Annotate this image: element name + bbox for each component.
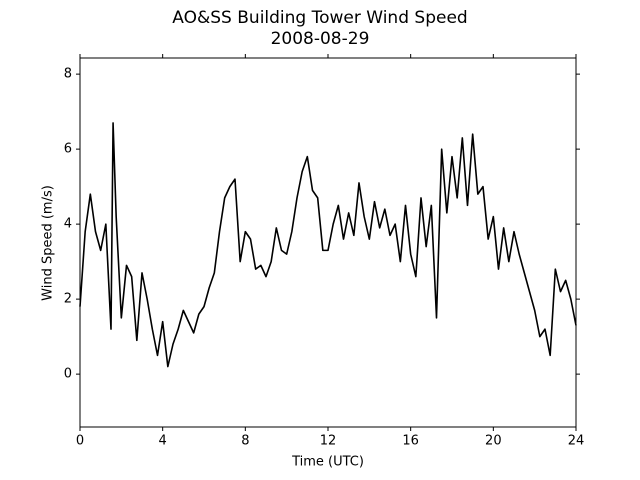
x-tick-label: 20	[485, 434, 502, 449]
y-tick-label: 8	[64, 67, 72, 82]
chart-subtitle: 2008-08-29	[271, 29, 370, 49]
plot-frame	[79, 57, 577, 428]
x-tick-label: 0	[76, 434, 84, 449]
y-tick-label: 6	[64, 142, 72, 157]
x-tick-label: 4	[159, 434, 167, 449]
y-tick-label: 2	[64, 292, 72, 307]
x-tick-label: 24	[568, 434, 585, 449]
x-tick-label: 16	[402, 434, 419, 449]
data-line	[79, 122, 577, 368]
x-axis-label: Time (UTC)	[291, 455, 364, 470]
x-tick-label: 8	[241, 434, 249, 449]
y-tick-label: 0	[64, 367, 72, 382]
x-tick-label: 12	[320, 434, 337, 449]
y-axis-label: Wind Speed (m/s)	[41, 185, 56, 301]
y-tick-label: 4	[64, 217, 72, 232]
chart-title: AO&SS Building Tower Wind Speed	[172, 8, 467, 28]
